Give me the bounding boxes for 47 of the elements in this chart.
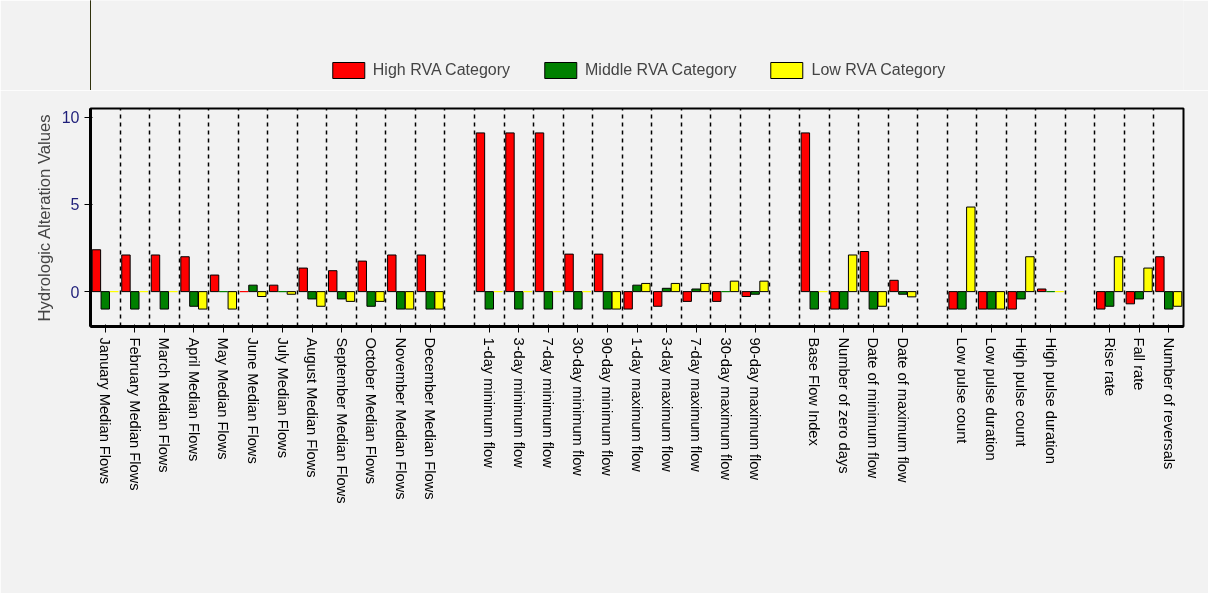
- x-tick-label: Low pulse duration: [983, 337, 1000, 461]
- x-tick-label: Date of maximum flow: [894, 337, 911, 483]
- bar: [729, 280, 740, 293]
- x-tick-label: Base Flow Index: [806, 337, 823, 447]
- x-tick-label: April Median Flows: [185, 337, 202, 462]
- x-tick-label: 7-day minimum flow: [540, 337, 557, 469]
- x-tick-label: 7-day maximum flow: [688, 337, 705, 473]
- bar: [268, 284, 279, 293]
- legend-label: High RVA Category: [372, 61, 511, 79]
- x-tick-label: July Median Flows: [274, 337, 291, 459]
- x-tick-label: May Median Flows: [215, 337, 232, 460]
- x-tick-label: September Median Flows: [333, 337, 350, 504]
- x-tick-label: October Median Flows: [363, 337, 380, 485]
- legend-label: Middle RVA Category: [585, 61, 737, 79]
- x-tick-label: Date of minimum flow: [865, 337, 882, 479]
- bar: [209, 274, 220, 293]
- x-tick-label: Number of reversals: [1160, 337, 1177, 470]
- x-tick-label: March Median Flows: [156, 337, 173, 473]
- bar: [286, 291, 297, 295]
- x-tick-label: 90-day maximum flow: [747, 337, 764, 481]
- x-tick-label: Number of zero days: [835, 337, 852, 474]
- x-tick-label: 90-day minimum flow: [599, 337, 616, 477]
- bar: [227, 291, 237, 310]
- y-tick-label: 0: [70, 283, 80, 301]
- x-tick-label: 3-day minimum flow: [510, 337, 527, 469]
- bar: [1037, 288, 1047, 293]
- x-tick-label: December Median Flows: [422, 337, 439, 500]
- x-tick-label: Low pulse count: [953, 337, 970, 444]
- x-tick-label: 3-day maximum flow: [658, 337, 675, 473]
- x-tick-label: Fall rate: [1131, 337, 1148, 391]
- x-tick-label: High pulse duration: [1042, 337, 1059, 464]
- x-tick-label: January Median Flows: [97, 337, 114, 485]
- y-axis-title: Hydrologic Alteration Values: [34, 114, 54, 322]
- y-tick-label: 10: [61, 109, 80, 127]
- x-tick-label: 30-day minimum flow: [569, 337, 586, 477]
- x-tick-label: 30-day maximum flow: [717, 337, 734, 481]
- x-tick-label: June Median Flows: [244, 337, 261, 464]
- y-tick-label: 5: [70, 196, 80, 214]
- x-tick-label: Rise rate: [1101, 337, 1118, 397]
- bar: [712, 291, 722, 302]
- x-tick-label: High pulse count: [1013, 337, 1030, 447]
- x-tick-label: November Median Flows: [392, 337, 409, 500]
- x-tick-label: 1-day maximum flow: [629, 337, 645, 473]
- x-tick-label: February Median Flows: [126, 337, 143, 491]
- legend-label: Low RVA Category: [811, 61, 946, 79]
- x-tick-label: 1-day minimum flow: [481, 337, 498, 469]
- x-tick-label: August Median Flows: [304, 337, 321, 478]
